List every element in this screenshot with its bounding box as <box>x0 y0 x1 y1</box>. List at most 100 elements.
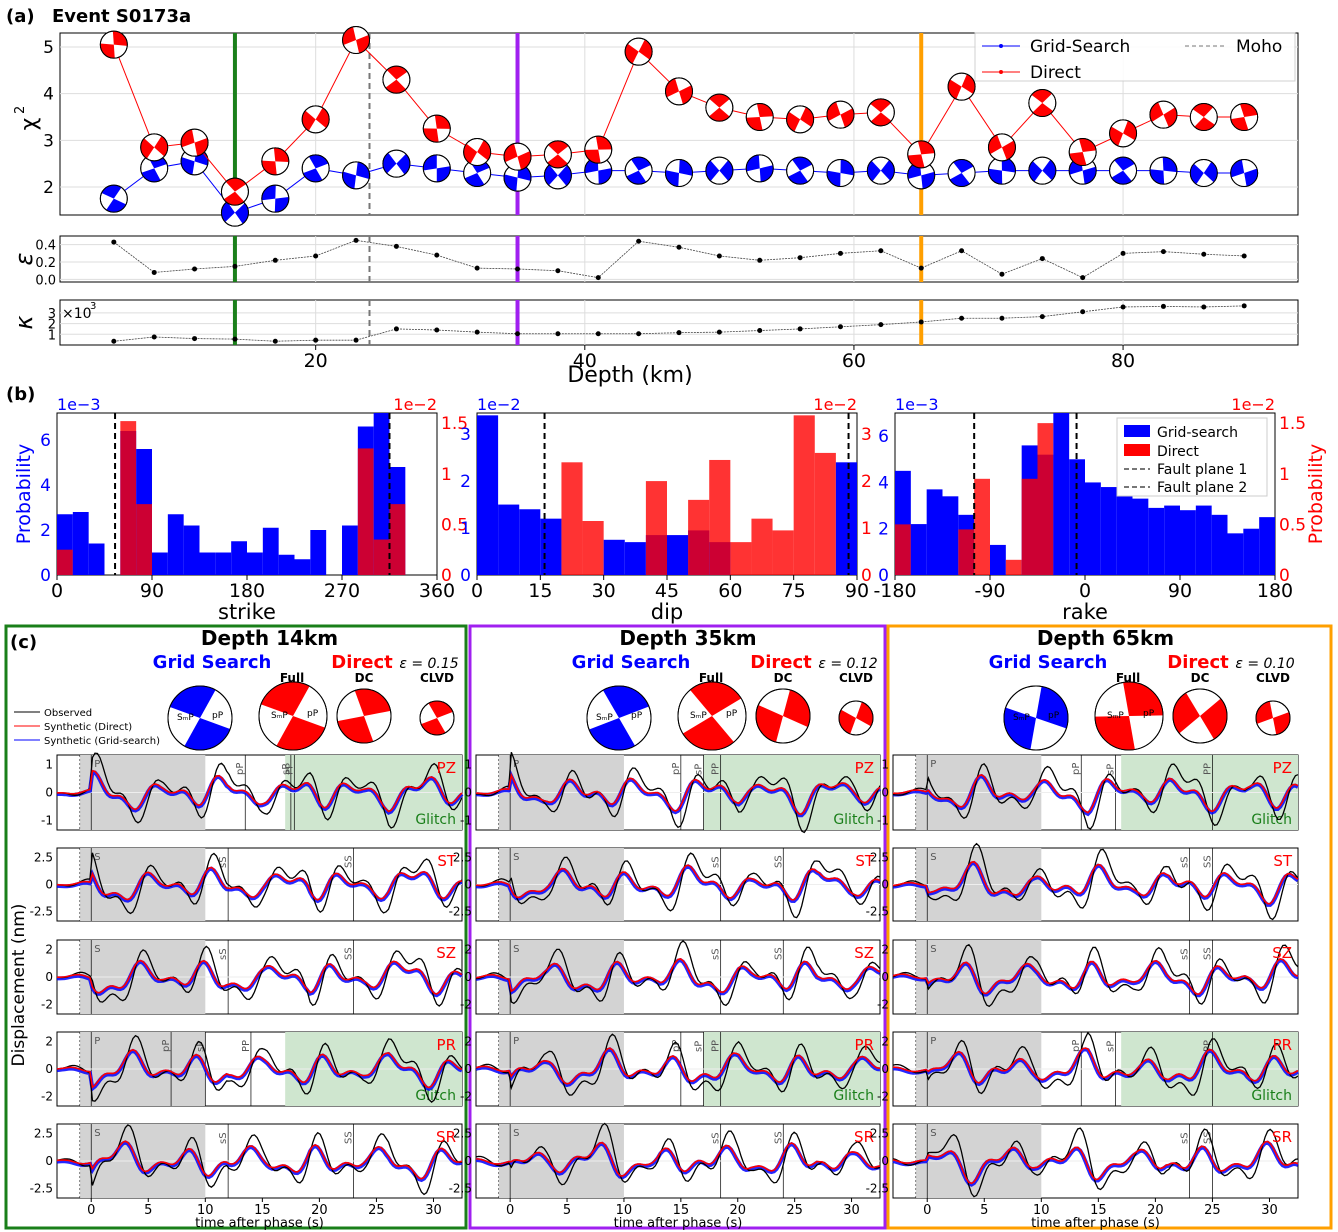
y-tick-label: 0 <box>45 1062 53 1076</box>
clvd-label: CLVD <box>839 671 873 685</box>
direct-beachball-icon <box>1189 103 1218 131</box>
epsilon-point <box>757 257 763 263</box>
direct-bar <box>814 452 836 575</box>
beachball-quadrant <box>1001 157 1016 173</box>
grid-search-bar <box>294 559 311 575</box>
legend-observed-label: Observed <box>44 708 92 719</box>
beachball-rim <box>665 159 693 187</box>
y-tick-label: 0 <box>881 970 889 984</box>
beachball-quadrant <box>100 43 115 59</box>
beachball-rim <box>1028 89 1057 117</box>
beachball-rim <box>1028 156 1057 185</box>
direct-bar <box>793 415 815 575</box>
beachball-quadrant <box>386 66 408 80</box>
phase-label: sP <box>694 764 705 775</box>
pp-label: pP <box>1143 709 1155 719</box>
beachball-quadrant <box>1095 716 1135 750</box>
grid-search-bar <box>199 552 216 575</box>
legend-grid-marker <box>999 44 1003 48</box>
y-tick-label: 0 <box>881 1062 889 1076</box>
beachball-rim <box>382 65 411 94</box>
beachball-rim <box>99 184 128 213</box>
beachball-quadrant <box>221 201 235 223</box>
y-tick-label: 2 <box>45 1035 53 1049</box>
epsilon-point <box>192 266 198 272</box>
observed-trace <box>475 751 881 834</box>
x-tick-label: 90 <box>140 580 164 602</box>
dc-beachball-icon <box>1172 688 1228 744</box>
observed-trace <box>892 943 1299 1008</box>
grid-search-bar <box>215 552 232 575</box>
grid-beachball-icon <box>826 159 855 187</box>
left-tick-label: 2 <box>460 472 471 492</box>
beachball-rim <box>838 700 874 736</box>
grid-beachball-icon <box>1109 156 1138 185</box>
full-beachball-icon <box>258 681 328 751</box>
legend-box <box>1116 417 1268 497</box>
beachball-rim <box>1189 103 1218 131</box>
x-tick-label: 25 <box>786 1203 803 1218</box>
column-border <box>468 624 887 1230</box>
beachball-quadrant <box>154 136 168 157</box>
dc-label: DC <box>774 671 793 685</box>
grid-search-bar <box>1195 505 1212 575</box>
beachball-quadrant <box>261 682 310 716</box>
beachball-rim <box>786 156 815 185</box>
beachball-quadrant <box>907 154 925 168</box>
phase-label: PP <box>241 1040 252 1052</box>
synthetic-direct-trace <box>892 1047 1299 1084</box>
direct-beachball-icon <box>624 37 653 66</box>
kappa-point <box>1080 309 1086 315</box>
x-tick-label: 0 <box>87 1203 95 1218</box>
phase-label: SS <box>1202 855 1213 868</box>
epsilon-value: ε = 0.12 <box>818 656 877 672</box>
epsilon-point <box>1160 249 1166 255</box>
y-tick-label: -2.5 <box>866 1181 889 1195</box>
grid-search-bar <box>910 524 927 575</box>
dc-label: DC <box>1191 671 1210 685</box>
epsilon-point <box>999 271 1005 277</box>
beachball-rim <box>947 72 976 101</box>
direct-beachball-icon <box>543 140 572 169</box>
legend-moho-label: Moho <box>1236 37 1282 57</box>
beachball-quadrant <box>423 154 437 171</box>
epsilon-point <box>353 237 359 243</box>
beachball-quadrant <box>746 117 763 131</box>
beachball-rim <box>342 26 371 54</box>
beachball-quadrant <box>436 166 451 182</box>
beachball-quadrant <box>1082 166 1097 185</box>
left-tick-label: 4 <box>878 473 889 493</box>
y-tick-label: -2 <box>41 1089 53 1103</box>
kappa-point <box>353 337 359 343</box>
phase-label: S <box>513 852 519 863</box>
beachball-quadrant <box>665 170 679 187</box>
direct-beachball-icon <box>261 147 290 176</box>
x-tick-label: 10 <box>616 1203 633 1218</box>
phase-label: PP <box>284 763 295 775</box>
x-tick-label: 90 <box>1168 580 1192 602</box>
beachball-rim <box>463 138 492 166</box>
right-tick-label: 0.5 <box>441 515 468 535</box>
y-tick-label: 2 <box>881 943 889 957</box>
direct-beachball-icon <box>422 114 451 143</box>
beachball-rim <box>624 156 653 185</box>
beachball-quadrant <box>1194 117 1215 131</box>
direct-beachball-icon <box>1149 100 1178 129</box>
sp-label: SₘP <box>1107 711 1124 721</box>
y-tick-label: -2.5 <box>30 1181 53 1195</box>
beachball-quadrant <box>303 168 323 182</box>
beachball-rim <box>422 154 451 183</box>
beachball-rim <box>167 685 233 751</box>
kappa-plot-frame <box>59 299 1299 346</box>
beachball-rim <box>987 133 1016 162</box>
x-tick-label: 15 <box>673 1203 690 1218</box>
beachball-quadrant <box>709 94 730 108</box>
grid-search-bar <box>167 514 184 575</box>
grid-search-bar <box>624 542 646 575</box>
beachball-quadrant <box>434 115 451 129</box>
left-tick-label: 6 <box>40 431 51 451</box>
beachball-quadrant <box>988 134 1002 155</box>
legend-grid-label: Grid-search <box>1157 425 1238 441</box>
